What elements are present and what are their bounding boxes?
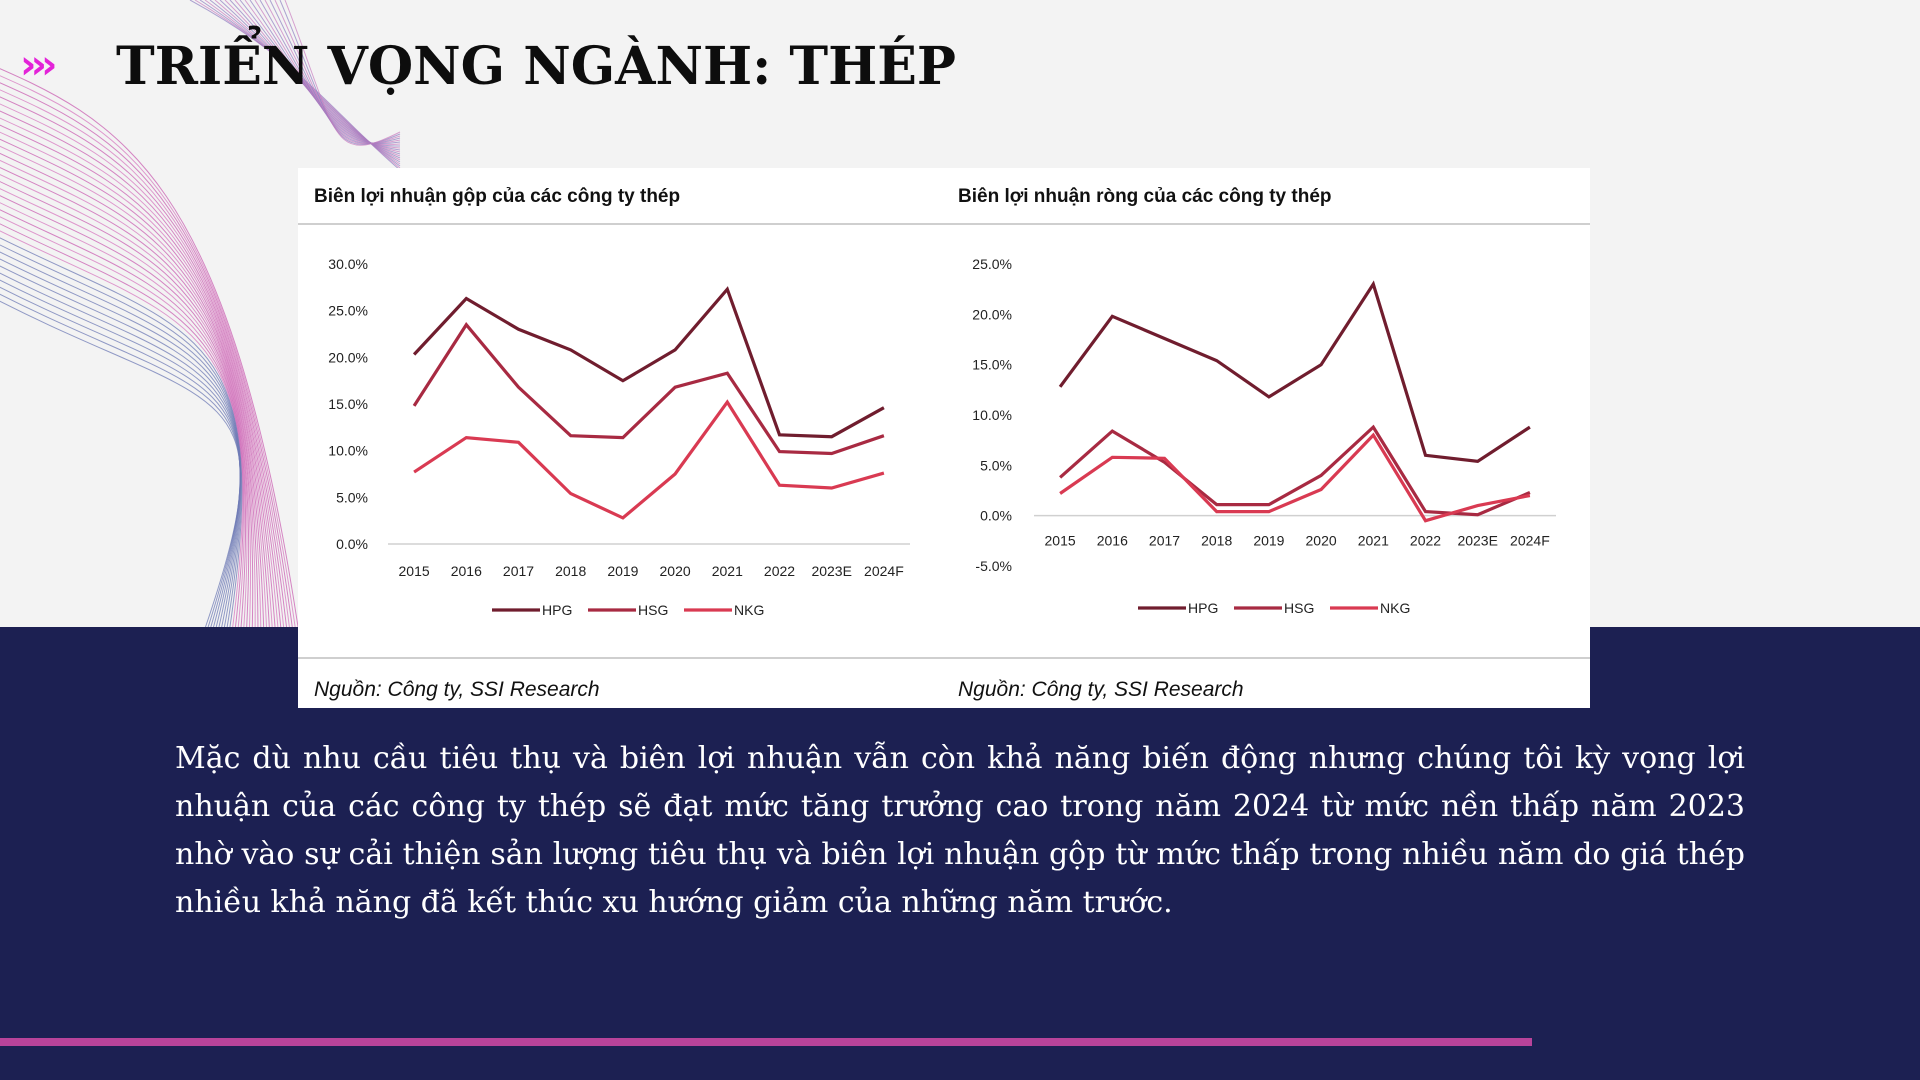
wave-line [0, 272, 241, 640]
series-line-hsg [412, 322, 885, 456]
wave-line [284, 0, 401, 146]
wave-line [0, 166, 259, 640]
x-tick-label: 2021 [712, 563, 743, 579]
y-tick-label: 25.0% [328, 303, 368, 319]
series-line-nkg [413, 399, 885, 520]
x-tick-label: 2022 [1410, 533, 1441, 549]
x-tick-label: 2023E [1457, 533, 1497, 549]
x-tick-label: 2018 [555, 563, 586, 579]
wave-line [0, 159, 262, 640]
chart-title: Biên lợi nhuận ròng của các công ty thép [958, 186, 1332, 207]
wave-line [0, 174, 256, 640]
wave-line [0, 202, 248, 640]
wave-line [0, 300, 242, 640]
x-tick-label: 2016 [451, 563, 482, 579]
x-tick-label: 2020 [1306, 533, 1337, 549]
accent-line [0, 1038, 1532, 1046]
wave-line [0, 131, 274, 640]
y-tick-label: 15.0% [328, 396, 368, 412]
x-tick-label: 2021 [1358, 533, 1389, 549]
wave-line [0, 209, 247, 640]
wave-line [0, 110, 283, 640]
chart-source: Nguồn: Công ty, SSI Research [958, 678, 1244, 701]
wave-line [0, 181, 254, 640]
chart-2: Biên lợi nhuận ròng của các công ty thép… [944, 186, 1590, 701]
chart-panel: Biên lợi nhuận gộp của các công ty thép 3… [298, 168, 1590, 708]
legend-label: HPG [542, 602, 572, 618]
chart-source: Nguồn: Công ty, SSI Research [314, 678, 600, 701]
wave-line [0, 195, 250, 640]
wave-line [0, 96, 289, 640]
slide-title: TRIỂN VỌNG NGÀNH: THÉP [116, 36, 956, 97]
wave-line [0, 103, 286, 640]
series-line-nkg [1059, 432, 1531, 523]
wave-line [0, 286, 241, 640]
wave-line [0, 75, 298, 640]
x-tick-label: 2016 [1097, 533, 1128, 549]
wave-line [0, 188, 252, 640]
wave-line [0, 124, 277, 640]
wave-line [0, 117, 280, 640]
x-tick-label: 2023E [811, 563, 851, 579]
y-tick-label: 5.0% [980, 457, 1012, 473]
series-line-hpg [412, 286, 885, 439]
chart-1: Biên lợi nhuận gộp của các công ty thép 3… [298, 186, 944, 701]
wave-line [0, 216, 245, 640]
y-tick-label: 20.0% [972, 306, 1012, 322]
charts-svg: Biên lợi nhuận gộp của các công ty thép 3… [298, 186, 1590, 701]
wave-line [0, 244, 242, 640]
triple-chevron-icon: ››› [20, 42, 58, 88]
wave-line [0, 237, 243, 640]
legend-label: HSG [1284, 600, 1314, 616]
x-tick-label: 2017 [1149, 533, 1180, 549]
x-tick-label: 2018 [1201, 533, 1232, 549]
wave-line [0, 279, 241, 640]
y-tick-label: 10.0% [328, 443, 368, 459]
x-tick-label: 2020 [660, 563, 691, 579]
wave-line [0, 68, 301, 640]
chart-title: Biên lợi nhuận gộp của các công ty thép [314, 186, 680, 207]
wave-line [0, 82, 295, 640]
wave-line [0, 251, 242, 640]
y-tick-label: 25.0% [972, 256, 1012, 272]
wave-line [0, 230, 243, 640]
y-tick-label: 0.0% [336, 536, 368, 552]
wave-line [0, 152, 265, 640]
x-tick-label: 2015 [399, 563, 430, 579]
x-tick-label: 2019 [1253, 533, 1284, 549]
y-tick-label: 15.0% [972, 357, 1012, 373]
legend-label: HSG [638, 602, 668, 618]
legend-label: NKG [1380, 600, 1410, 616]
wave-line [0, 145, 268, 640]
wave-line [0, 138, 271, 640]
series-line-hpg [1058, 280, 1531, 463]
x-tick-label: 2024F [1510, 533, 1550, 549]
x-tick-label: 2015 [1045, 533, 1076, 549]
y-tick-label: 30.0% [328, 256, 368, 272]
x-tick-label: 2024F [864, 563, 904, 579]
body-paragraph: Mặc dù nhu cầu tiêu thụ và biên lợi nhuậ… [175, 741, 1745, 920]
y-tick-label: 5.0% [336, 489, 368, 505]
x-tick-label: 2022 [764, 563, 795, 579]
legend-label: HPG [1188, 600, 1218, 616]
x-tick-label: 2019 [607, 563, 638, 579]
wave-line [0, 258, 241, 640]
y-tick-label: 20.0% [328, 349, 368, 365]
wave-line [0, 89, 292, 640]
x-tick-label: 2017 [503, 563, 534, 579]
wave-line [0, 265, 241, 640]
y-tick-label: 0.0% [980, 508, 1012, 524]
y-tick-label: 10.0% [972, 407, 1012, 423]
y-tick-label: -5.0% [975, 558, 1012, 574]
legend-label: NKG [734, 602, 764, 618]
decorative-wave-lines [0, 0, 401, 640]
wave-line [0, 223, 244, 640]
